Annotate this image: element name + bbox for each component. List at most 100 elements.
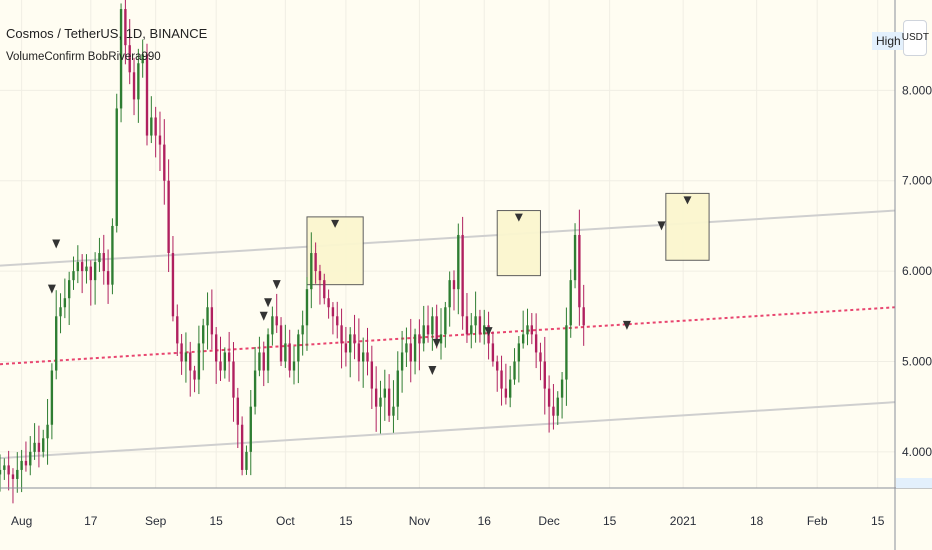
- down-triangle-marker: [657, 221, 666, 231]
- candle-body: [297, 334, 300, 362]
- candle-body: [552, 406, 555, 416]
- down-triangle-marker: [428, 366, 437, 375]
- time-tick-label: 15: [339, 514, 353, 528]
- down-triangle-marker: [683, 196, 692, 205]
- candle-body: [106, 271, 110, 285]
- candle-body: [301, 325, 304, 335]
- price-tick-label: 7.000: [902, 174, 932, 188]
- candle-body: [262, 352, 265, 371]
- candle-body: [327, 298, 330, 308]
- candle-body: [409, 343, 412, 362]
- candle-body: [50, 370, 54, 425]
- candle-body: [80, 262, 84, 272]
- down-triangle-marker: [484, 327, 493, 337]
- candle-body: [318, 271, 322, 281]
- candle-body: [344, 343, 348, 353]
- candle-body: [452, 280, 456, 290]
- price-tick-label: 4.000: [902, 445, 932, 459]
- candle-body: [119, 9, 123, 109]
- candle-body: [517, 343, 521, 362]
- price-axis-labels[interactable]: 4.000 5.000 6.000 7.000 8.000: [902, 83, 932, 458]
- candles: [0, 0, 585, 504]
- candle-body: [128, 45, 131, 73]
- time-tick-label: 16: [478, 514, 492, 528]
- time-tick-label: 18: [750, 514, 764, 528]
- indicator-label[interactable]: VolumeConfirm BobRivera990: [6, 51, 161, 63]
- candle-body: [20, 460, 23, 470]
- candle-body: [478, 316, 482, 335]
- currency-badge[interactable]: USDT: [901, 20, 929, 56]
- candle-body: [405, 343, 408, 353]
- candle-body: [435, 316, 438, 344]
- candle-body: [0, 469, 2, 475]
- candle-body: [72, 271, 75, 281]
- candle-body: [111, 225, 114, 285]
- candle-body: [379, 397, 382, 407]
- candle-body: [547, 388, 551, 407]
- time-tick-label: Nov: [409, 514, 430, 528]
- candle-body: [509, 379, 512, 398]
- candle-body: [444, 307, 447, 335]
- candle-body: [470, 325, 473, 335]
- time-tick-label: 15: [603, 514, 617, 528]
- candle-body: [193, 370, 196, 380]
- candle-body: [55, 316, 58, 371]
- candle-body: [124, 9, 127, 46]
- price-tick-label: 8.000: [902, 83, 932, 97]
- down-triangle-marker: [47, 284, 56, 294]
- candle-body: [89, 266, 92, 281]
- down-triangle-marker: [272, 280, 281, 290]
- candle-body: [132, 72, 136, 100]
- candle-body: [42, 438, 45, 452]
- candle-body: [292, 361, 296, 371]
- time-tick-label: Aug: [11, 514, 32, 528]
- candle-body: [530, 325, 534, 335]
- candle-body: [504, 388, 508, 398]
- candle-body: [288, 343, 291, 371]
- down-triangle-marker: [52, 239, 61, 249]
- candle-body: [167, 180, 170, 254]
- candle-body: [85, 266, 88, 272]
- candle-body: [314, 253, 317, 272]
- candle-body: [232, 361, 235, 398]
- candle-body: [491, 343, 495, 362]
- candle-body: [249, 406, 252, 452]
- time-axis-labels[interactable]: Aug 17 Sep 15 Oct 15 Nov 16 Dec 15 2021 18 Feb 15: [11, 514, 885, 528]
- candle-body: [569, 280, 572, 326]
- candle-body: [396, 370, 399, 407]
- candle-body: [310, 253, 313, 290]
- candle-body: [496, 361, 499, 371]
- candle-body: [102, 253, 105, 272]
- down-triangle-marker: [331, 219, 340, 228]
- candle-body: [439, 334, 443, 344]
- candle-body: [271, 316, 274, 335]
- candle-body: [483, 325, 486, 335]
- candle-body: [349, 334, 352, 353]
- candle-body: [340, 325, 343, 344]
- candle-body: [426, 325, 430, 335]
- candle-body: [474, 316, 477, 326]
- candle-body: [573, 234, 577, 281]
- candle-body: [180, 343, 183, 362]
- candle-body: [374, 388, 378, 407]
- time-tick-label: 2021: [670, 514, 697, 528]
- candle-body: [539, 352, 542, 362]
- chart-title[interactable]: Cosmos / TetherUS, 1D, BINANCE: [6, 26, 208, 41]
- price-source-label[interactable]: High: [872, 32, 905, 50]
- candle-body: [245, 451, 248, 470]
- candle-body: [534, 334, 538, 353]
- channel-mid-line: [0, 306, 896, 366]
- down-triangle-marker: [264, 298, 273, 308]
- candle-body: [46, 424, 49, 439]
- candle-body: [214, 334, 218, 362]
- candle-body: [93, 262, 97, 281]
- down-triangle-marker: [514, 213, 523, 222]
- candle-body: [98, 253, 101, 263]
- candle-body: [236, 397, 239, 425]
- candle-body: [387, 388, 391, 416]
- candle-body: [448, 280, 451, 308]
- regression-channel: [0, 209, 896, 460]
- candle-body: [361, 352, 365, 362]
- channel-lower-line: [0, 401, 896, 460]
